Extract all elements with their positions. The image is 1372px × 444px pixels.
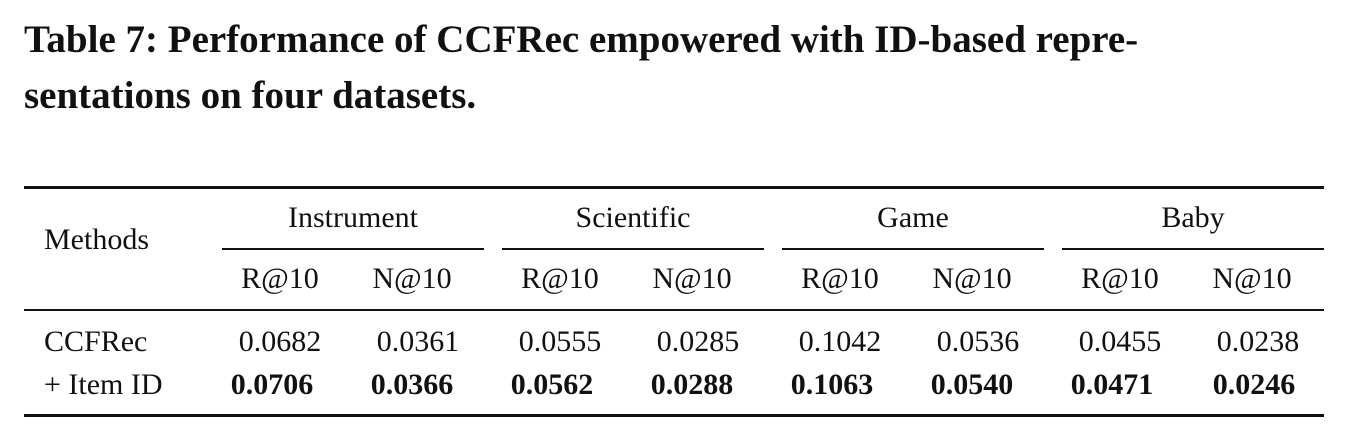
- table-bottom-rule: [24, 414, 1324, 417]
- metric-header: R@10: [801, 262, 879, 295]
- caption-line-2: sentations on four datasets.: [24, 74, 477, 117]
- table-top-rule: [24, 186, 1324, 189]
- metric-header: R@10: [1081, 262, 1159, 295]
- metric-header: N@10: [652, 262, 732, 295]
- metric-header: N@10: [932, 262, 1012, 295]
- caption-line-1: Table 7: Performance of CCFRec empowered…: [24, 18, 1139, 61]
- methods-header: Methods: [44, 223, 149, 256]
- table-cell-best: 0.0288: [650, 368, 734, 401]
- game-group-rule: [782, 248, 1044, 250]
- table-cell-best: 0.0471: [1070, 368, 1154, 401]
- table-header-rule: [24, 309, 1324, 311]
- table-cell: 0.0285: [656, 325, 740, 358]
- table-cell-best: 0.0246: [1212, 368, 1296, 401]
- row-method-item-id: + Item ID: [44, 368, 163, 401]
- table-cell-best: 0.0706: [230, 368, 314, 401]
- scientific-group-rule: [502, 248, 764, 250]
- table-caption: Table 7: Performance of CCFRec empowered…: [24, 12, 1344, 124]
- table-cell-best: 0.0562: [510, 368, 594, 401]
- metric-header: N@10: [372, 262, 452, 295]
- table-cell: 0.0536: [936, 325, 1020, 358]
- instrument-group-rule: [222, 248, 484, 250]
- dataset-header-baby: Baby: [1161, 201, 1225, 234]
- table-cell-best: 0.0366: [370, 368, 454, 401]
- baby-group-rule: [1062, 248, 1324, 250]
- metric-header: R@10: [241, 262, 319, 295]
- table-cell: 0.0455: [1078, 325, 1162, 358]
- table-cell: 0.0555: [518, 325, 602, 358]
- table-cell-best: 0.0540: [930, 368, 1014, 401]
- dataset-header-scientific: Scientific: [575, 201, 691, 234]
- dataset-header-game: Game: [877, 201, 949, 234]
- table-cell: 0.1042: [798, 325, 882, 358]
- table-cell: 0.0361: [376, 325, 460, 358]
- table-cell-best: 0.1063: [790, 368, 874, 401]
- table-cell: 0.0682: [238, 325, 322, 358]
- table-cell: 0.0238: [1216, 325, 1300, 358]
- metric-header: R@10: [521, 262, 599, 295]
- dataset-header-instrument: Instrument: [288, 201, 418, 234]
- row-method-ccfrec: CCFRec: [44, 325, 148, 358]
- metric-header: N@10: [1212, 262, 1292, 295]
